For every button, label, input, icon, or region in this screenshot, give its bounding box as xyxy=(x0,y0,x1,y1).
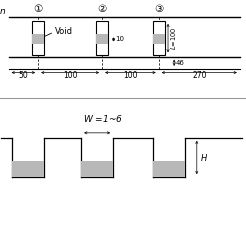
Bar xyxy=(32,34,44,44)
Text: n: n xyxy=(0,7,6,16)
Text: 10: 10 xyxy=(116,36,125,42)
Text: ③: ③ xyxy=(154,4,163,14)
Text: Void: Void xyxy=(55,28,73,36)
Bar xyxy=(32,21,44,55)
Bar xyxy=(12,161,44,177)
Text: 100: 100 xyxy=(63,71,77,79)
Text: 100: 100 xyxy=(123,71,138,79)
Text: $W$ =1~6: $W$ =1~6 xyxy=(83,113,123,123)
Bar xyxy=(96,34,108,44)
Bar xyxy=(153,21,165,55)
Bar xyxy=(153,34,165,44)
Text: 270: 270 xyxy=(192,71,206,79)
Text: 50: 50 xyxy=(18,71,28,79)
Text: ①: ① xyxy=(33,4,43,14)
Text: 46: 46 xyxy=(175,60,184,66)
Bar xyxy=(81,161,113,177)
Text: ②: ② xyxy=(97,4,107,14)
Text: $H$: $H$ xyxy=(200,152,209,163)
Bar xyxy=(153,161,184,177)
Text: $L$=100: $L$=100 xyxy=(169,26,178,50)
Bar xyxy=(96,21,108,55)
